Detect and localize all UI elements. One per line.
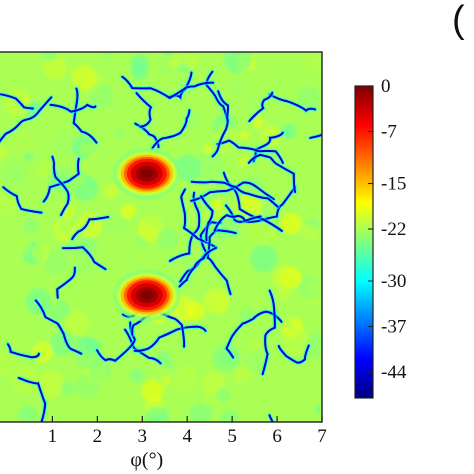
colorbar-tick-label: -37	[381, 317, 406, 338]
colorbar-tick-label: -7	[381, 122, 397, 143]
heatmap-field	[0, 52, 322, 422]
heatmap-texture	[0, 52, 322, 422]
x-axis-label: φ(°)	[130, 449, 163, 471]
colorbar: 0 -7 -15 -22 -30 -37 -44	[354, 76, 407, 399]
x-tick-label: 5	[227, 426, 237, 447]
colorbar-tick-label: -22	[381, 219, 406, 240]
colorbar-gradient	[354, 85, 374, 399]
x-tick-label: 2	[93, 426, 103, 447]
x-tick-label: 3	[138, 426, 148, 447]
x-tick-label: 6	[272, 426, 282, 447]
peak-2	[112, 269, 181, 322]
peak-1	[112, 147, 181, 200]
colorbar-tick-label: -44	[381, 362, 407, 383]
plot-area: 1 2 3 4 5 6 7	[0, 51, 327, 447]
x-tick-label: 7	[317, 426, 327, 447]
panel-letter: (	[452, 0, 465, 41]
plot-frame	[0, 51, 323, 423]
x-axis-ticks: 1 2 3 4 5 6 7	[48, 416, 327, 447]
colorbar-ticks: 0 -7 -15 -22 -30 -37 -44	[368, 76, 407, 383]
colorbar-tick-label: 0	[381, 76, 391, 97]
colorbar-tick-label: -30	[381, 271, 406, 292]
colorbar-tick-label: -15	[381, 174, 406, 195]
x-tick-label: 1	[48, 426, 58, 447]
x-tick-label: 4	[182, 426, 192, 447]
heatmap-minima	[0, 69, 322, 422]
